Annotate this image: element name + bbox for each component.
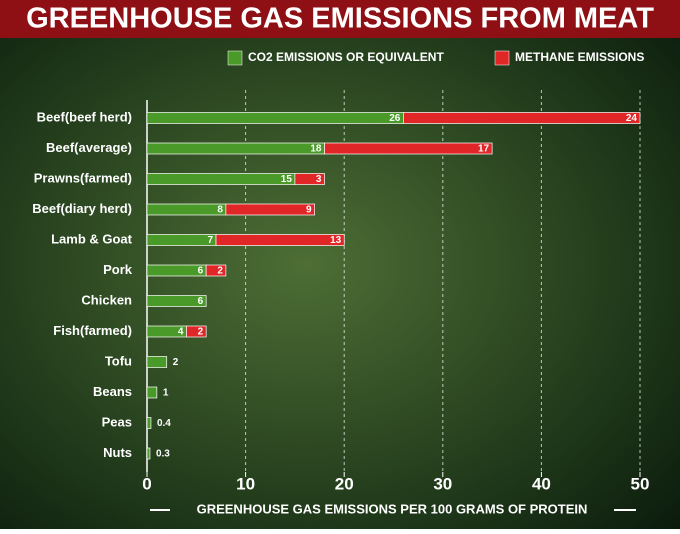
value-label: 2 [173, 357, 179, 368]
bar-segment [146, 234, 217, 246]
y-tick-label: Tofu [105, 353, 132, 368]
title-banner [0, 0, 680, 38]
bar-segment [146, 356, 168, 368]
bar-segment [146, 447, 151, 460]
value-label: 7 [207, 235, 213, 246]
value-label: 24 [626, 113, 638, 124]
value-label: 2 [198, 327, 204, 338]
bar-segment [186, 325, 207, 338]
value-label: 1 [163, 388, 169, 399]
y-tick-label: Nuts [103, 445, 132, 460]
bar-segment [146, 295, 207, 307]
value-label: 15 [281, 174, 293, 185]
bar-segment [146, 417, 152, 429]
value-label: 13 [330, 235, 342, 246]
legend-label: METHANE EMISSIONS [515, 50, 644, 64]
y-tick-label: Beans [93, 384, 132, 399]
bar-segment [146, 112, 404, 124]
x-tick-label: 30 [433, 474, 452, 493]
x-tick-label: 10 [236, 474, 255, 493]
y-tick-label: Pork [103, 262, 133, 277]
chart-title: GREENHOUSE GAS EMISSIONS FROM MEAT [26, 3, 654, 35]
x-tick-label: 20 [335, 474, 354, 493]
value-label: 3 [316, 174, 322, 185]
value-label: 17 [478, 144, 490, 155]
x-tick-label: 0 [142, 474, 151, 493]
bar-segment [205, 264, 227, 277]
y-tick-label: Fish(farmed) [53, 323, 132, 338]
bar-segment [146, 386, 158, 399]
value-label: 26 [389, 113, 401, 124]
y-tick-label: Peas [102, 414, 132, 429]
value-label: 6 [198, 296, 204, 307]
value-label: 0.3 [156, 449, 170, 460]
legend-label: CO2 EMISSIONS OR EQUIVALENT [248, 50, 444, 64]
value-label: 0.4 [157, 418, 171, 429]
y-tick-label: Chicken [81, 292, 132, 307]
y-tick-label: Beef(beef herd) [37, 109, 132, 124]
x-tick-label: 40 [532, 474, 551, 493]
value-label: 4 [178, 327, 184, 338]
legend-swatch [227, 50, 243, 66]
y-tick-label: Prawns(farmed) [34, 170, 132, 185]
value-label: 8 [217, 205, 223, 216]
bar-segment [324, 142, 493, 155]
bar-segment [146, 173, 296, 185]
bar-segment [294, 173, 325, 185]
legend-swatch [494, 50, 510, 66]
value-label: 18 [310, 144, 322, 155]
y-tick-label: Beef(average) [46, 140, 132, 155]
bar-segment [403, 112, 641, 124]
value-label: 2 [217, 266, 223, 277]
x-axis-label: GREENHOUSE GAS EMISSIONS PER 100 GRAMS O… [197, 501, 588, 516]
bar-segment [215, 234, 345, 246]
bar-segment [146, 203, 227, 216]
bar-segment [146, 142, 325, 155]
value-label: 9 [306, 205, 312, 216]
x-tick-label: 50 [631, 474, 650, 493]
value-label: 6 [198, 266, 204, 277]
y-tick-label: Beef(diary herd) [32, 201, 132, 216]
bar-segment [225, 203, 315, 216]
y-tick-label: Lamb & Goat [51, 231, 133, 246]
